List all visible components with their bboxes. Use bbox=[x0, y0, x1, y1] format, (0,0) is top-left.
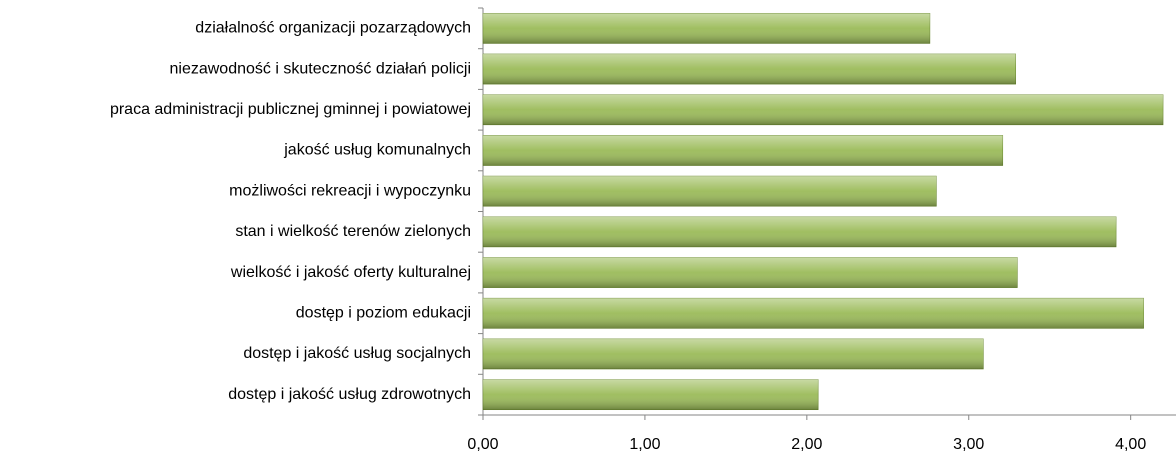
y-tick-label: dostęp i poziom edukacji bbox=[296, 304, 471, 321]
y-tick-label: praca administracji publicznej gminnej i… bbox=[110, 101, 471, 118]
x-tick-label: 4,00 bbox=[1115, 436, 1146, 453]
bar-shine bbox=[483, 135, 1003, 166]
bar-shine bbox=[483, 216, 1117, 247]
y-tick-label: dostęp i jakość usług socjalnych bbox=[243, 345, 471, 362]
y-tick-label: wielkość i jakość oferty kulturalnej bbox=[230, 264, 471, 281]
x-tick-label: 0,00 bbox=[467, 436, 498, 453]
x-tick-label: 3,00 bbox=[953, 436, 984, 453]
bar-shine bbox=[483, 379, 819, 410]
bar-shine bbox=[483, 13, 930, 44]
bar-shine bbox=[483, 257, 1018, 288]
bar-shine bbox=[483, 94, 1164, 125]
y-tick-label: dostęp i jakość usług zdrowotnych bbox=[228, 386, 471, 403]
y-tick-label: niezawodność i skuteczność działań polic… bbox=[170, 60, 472, 77]
bar-shine bbox=[483, 298, 1144, 329]
x-tick-label: 2,00 bbox=[791, 436, 822, 453]
x-tick-label: 1,00 bbox=[629, 436, 660, 453]
y-tick-label: stan i wielkość terenów zielonych bbox=[235, 223, 471, 240]
y-tick-label: jakość usług komunalnych bbox=[283, 142, 471, 159]
bar-shine bbox=[483, 176, 937, 207]
bar-shine bbox=[483, 338, 984, 370]
bar-shine bbox=[483, 53, 1016, 85]
y-tick-label: działalność organizacji pozarządowych bbox=[195, 20, 471, 37]
y-tick-label: możliwości rekreacji i wypoczynku bbox=[229, 182, 471, 199]
